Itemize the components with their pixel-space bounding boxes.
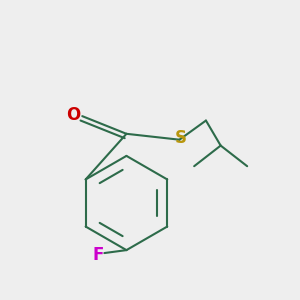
Text: O: O <box>66 106 81 124</box>
Text: F: F <box>92 245 103 263</box>
Text: S: S <box>175 129 187 147</box>
